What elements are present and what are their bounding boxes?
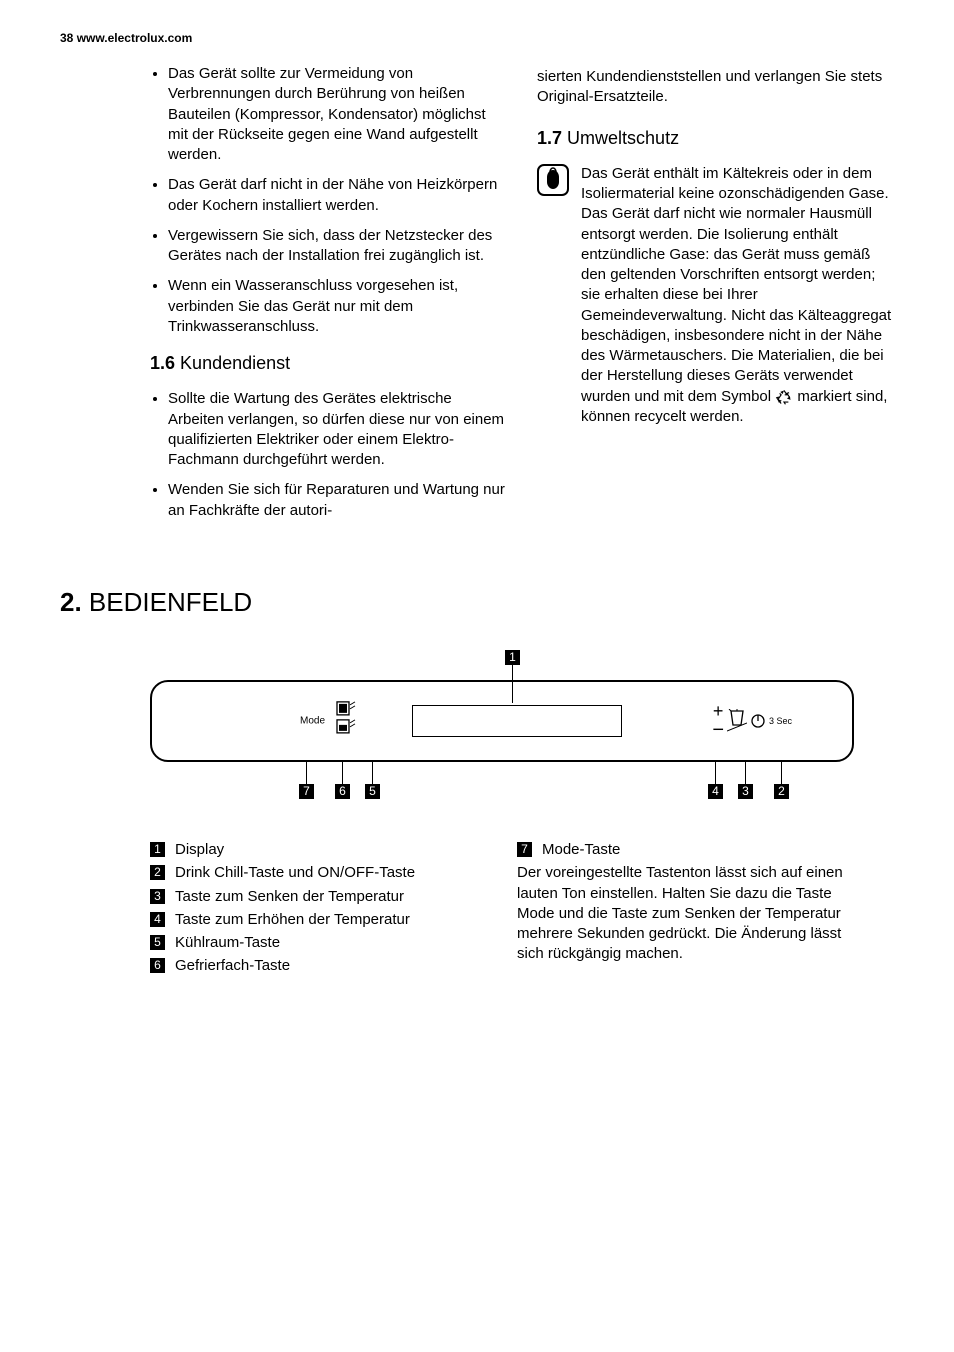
sec-label: 3 Sec	[769, 715, 792, 727]
heading-num: 1.7	[537, 128, 562, 148]
site-url: www.electrolux.com	[77, 31, 193, 45]
mode-label: Mode	[300, 714, 325, 728]
callout-num-2: 2	[774, 784, 789, 799]
heading-text: Umweltschutz	[567, 128, 679, 148]
bullet-item: Wenden Sie sich für Reparaturen und Wart…	[168, 480, 507, 521]
legend-label-fridge: Kühlraum-Taste	[175, 933, 280, 953]
legend-num: 5	[150, 935, 165, 950]
callout-num-4: 4	[708, 784, 723, 799]
legend-num: 7	[517, 842, 532, 857]
callout-num-5: 5	[365, 784, 380, 799]
display-area	[412, 705, 622, 737]
section-num: 2.	[60, 587, 82, 617]
legend-label-mode: Mode-Taste	[542, 840, 620, 860]
legend-num: 3	[150, 889, 165, 904]
bullet-item: Das Gerät sollte zur Vermeidung von Verb…	[168, 64, 507, 165]
continuation-text: sierten Kundendienststellen und verlange…	[537, 67, 894, 108]
bullet-item: Sollte die Wartung des Gerätes elektrisc…	[168, 389, 507, 470]
callout-line	[306, 762, 307, 784]
temp-buttons: + −	[712, 702, 724, 740]
callout-num-1: 1	[505, 650, 520, 665]
legend-label-temp-down: Taste zum Senken der Temperatur	[175, 887, 404, 907]
environment-icon	[537, 164, 571, 427]
bullet-item: Das Gerät darf nicht in der Nähe von Hei…	[168, 175, 507, 216]
plus-icon: +	[712, 702, 724, 720]
heading-kundendienst: 1.6 Kundendienst	[150, 351, 507, 375]
legend-num: 4	[150, 912, 165, 927]
drink-power-icons: 3 Sec	[727, 709, 792, 733]
legend-num: 1	[150, 842, 165, 857]
bullet-item: Vergewissern Sie sich, dass der Netzstec…	[168, 226, 507, 267]
legend-label-drink: Drink Chill-Taste und ON/OFF-Taste	[175, 863, 415, 883]
minus-icon: −	[712, 720, 724, 740]
compartment-icons	[336, 701, 358, 741]
heading-text: Kundendienst	[180, 353, 290, 373]
bullet-item: Wenn ein Wasseranschluss vorgesehen ist,…	[168, 276, 507, 337]
callout-num-6: 6	[335, 784, 350, 799]
control-panel: Mode + −	[150, 680, 854, 762]
callout-line	[781, 762, 782, 784]
heading-bedienfeld: 2. BEDIENFELD	[60, 585, 894, 620]
legend-num: 6	[150, 958, 165, 973]
callout-num-3: 3	[738, 784, 753, 799]
section-title: BEDIENFELD	[89, 587, 252, 617]
callout-line	[715, 762, 716, 784]
environment-text: Das Gerät enthält im Kältekreis oder in …	[581, 164, 894, 427]
legend-label-display: Display	[175, 840, 224, 860]
recycle-icon	[775, 389, 793, 405]
heading-umweltschutz: 1.7 Umweltschutz	[537, 126, 894, 150]
callout-num-7: 7	[299, 784, 314, 799]
callout-line	[372, 762, 373, 784]
legend-num: 2	[150, 865, 165, 880]
page-header: 38 www.electrolux.com	[60, 30, 894, 46]
callout-line	[745, 762, 746, 784]
service-bullets: Sollte die Wartung des Gerätes elektrisc…	[150, 389, 507, 521]
page-number: 38	[60, 31, 73, 45]
heading-num: 1.6	[150, 353, 175, 373]
tone-description: Der voreingestellte Tastenton lässt sich…	[517, 863, 854, 964]
legend-label-freezer: Gefrierfach-Taste	[175, 956, 290, 976]
callout-line	[342, 762, 343, 784]
install-bullets: Das Gerät sollte zur Vermeidung von Verb…	[150, 64, 507, 337]
legend-label-temp-up: Taste zum Erhöhen der Temperatur	[175, 910, 410, 930]
